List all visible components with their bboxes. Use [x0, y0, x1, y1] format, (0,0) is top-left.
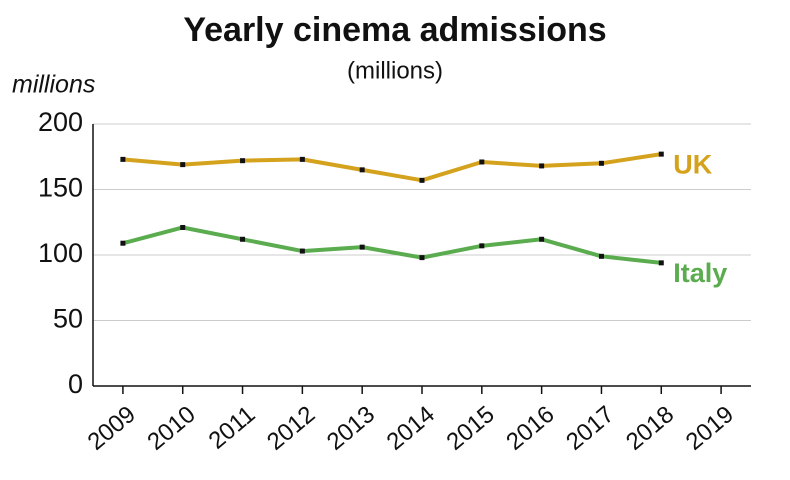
- point-marker: [180, 162, 186, 168]
- x-tick-label: 2012: [262, 401, 320, 456]
- x-tick-label: 2015: [441, 401, 499, 456]
- chart-subtitle: (millions): [347, 57, 443, 84]
- x-tick-label: 2018: [621, 401, 679, 456]
- x-tick-label: 2019: [681, 401, 739, 456]
- series-line: [122, 225, 662, 265]
- point-marker: [658, 260, 664, 266]
- point-marker: [598, 160, 604, 166]
- x-tick-label: 2014: [382, 401, 440, 456]
- point-marker: [240, 158, 246, 164]
- x-tick-label: 2017: [561, 401, 619, 456]
- y-tick-label: 50: [53, 304, 83, 334]
- point-marker: [120, 156, 126, 162]
- x-tick-label: 2010: [142, 401, 200, 456]
- point-marker: [240, 236, 246, 242]
- point-marker: [479, 243, 485, 249]
- point-marker: [120, 240, 126, 246]
- y-tick-label: 0: [68, 369, 83, 399]
- point-marker: [479, 159, 485, 165]
- x-tick-label: 2016: [501, 401, 559, 456]
- series-label: Italy: [673, 258, 727, 288]
- point-marker: [539, 236, 545, 242]
- x-tick-label: 2009: [83, 401, 141, 456]
- y-axis-label: millions: [12, 71, 95, 99]
- point-marker: [299, 248, 305, 254]
- point-marker: [539, 163, 545, 169]
- point-marker: [598, 253, 604, 259]
- y-tick-label: 100: [38, 238, 83, 268]
- x-tick-label: 2013: [322, 401, 380, 456]
- chart-title: Yearly cinema admissions: [183, 11, 606, 49]
- point-marker: [658, 151, 664, 157]
- y-tick-label: 200: [38, 107, 83, 137]
- point-marker: [419, 255, 425, 261]
- y-tick-label: 150: [38, 173, 83, 203]
- point-marker: [419, 177, 425, 183]
- point-marker: [180, 224, 186, 230]
- x-tick-label: 2011: [204, 401, 261, 455]
- series-label: UK: [673, 149, 712, 179]
- point-marker: [299, 156, 305, 162]
- series-line: [122, 152, 662, 183]
- point-marker: [359, 244, 365, 250]
- point-marker: [359, 167, 365, 173]
